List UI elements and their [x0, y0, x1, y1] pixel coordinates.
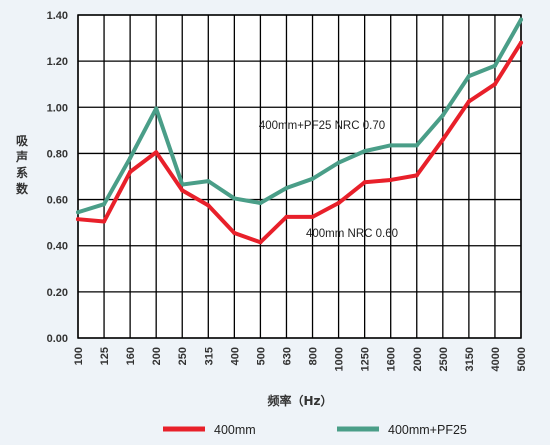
- data-point: [76, 217, 80, 222]
- data-point: [284, 214, 289, 219]
- annotation-400mm-nrc: 400mm NRC 0.60: [306, 228, 398, 240]
- data-point: [519, 40, 523, 45]
- data-point: [440, 137, 445, 142]
- y-tick-label: 0.80: [47, 148, 68, 160]
- data-point: [388, 177, 393, 182]
- series-line-400mm-pf25: [76, 17, 523, 215]
- data-point: [128, 156, 133, 161]
- x-tick-label: 1600: [386, 347, 398, 371]
- data-point: [362, 180, 367, 185]
- plot-border: [77, 14, 522, 339]
- x-tick-label: 2000: [412, 347, 424, 371]
- data-point: [258, 201, 263, 206]
- x-tick-label: 2500: [438, 347, 450, 371]
- data-point: [336, 201, 341, 206]
- axes: 0.00 0.20 0.40 0.60 0.80 1.00 1.20 1.40 100 125 16…: [47, 10, 528, 371]
- x-tick-label: 500: [255, 347, 267, 365]
- y-tick-label: 0.60: [47, 195, 68, 207]
- data-point: [180, 188, 185, 193]
- data-point: [154, 150, 159, 155]
- x-tick-label: 100: [73, 347, 85, 365]
- data-point: [102, 219, 107, 224]
- y-tick-label: 1.00: [47, 102, 68, 114]
- x-tick-label: 125: [99, 347, 111, 365]
- data-point: [492, 82, 497, 87]
- x-tick-label: 800: [308, 347, 320, 365]
- x-tick-label: 315: [203, 347, 215, 365]
- data-point: [154, 106, 159, 111]
- x-tick-label: 630: [281, 347, 293, 365]
- data-point: [206, 179, 211, 184]
- data-point: [284, 186, 289, 191]
- series-layer: [76, 17, 523, 245]
- y-axis-title: 吸声系数: [15, 134, 29, 196]
- data-point: [310, 176, 315, 181]
- x-tick-label: 1000: [334, 347, 346, 371]
- x-tick-label: 200: [151, 347, 163, 365]
- x-tick-label: 400: [229, 347, 241, 365]
- annotation-pf25-nrc: 400mm+PF25 NRC 0.70: [259, 120, 385, 132]
- data-point: [206, 203, 211, 208]
- y-tick-label: 0.40: [47, 241, 68, 253]
- plot-area: [78, 15, 521, 338]
- x-tick-label: 250: [177, 347, 189, 365]
- data-point: [362, 149, 367, 154]
- y-tick-label: 1.40: [47, 10, 68, 22]
- data-point: [492, 63, 497, 68]
- legend: 400mm 400mm+PF25: [163, 423, 467, 437]
- y-tick-label: 1.20: [47, 56, 68, 68]
- x-tick-label: 5000: [516, 347, 528, 371]
- x-tick-label: 160: [125, 347, 137, 365]
- data-point: [519, 17, 523, 22]
- legend-label-400mm: 400mm: [214, 423, 256, 437]
- y-tick-label: 0.00: [47, 333, 68, 345]
- data-point: [232, 196, 237, 201]
- x-tick-label: 1250: [360, 347, 372, 371]
- data-point: [440, 113, 445, 118]
- y-tick-label: 0.20: [47, 287, 68, 299]
- data-point: [414, 143, 419, 148]
- data-point: [466, 99, 471, 104]
- data-point: [388, 143, 393, 148]
- grid: [77, 14, 522, 339]
- series-line-400mm: [76, 40, 523, 245]
- data-point: [336, 160, 341, 165]
- data-point: [466, 74, 471, 79]
- data-point: [310, 214, 315, 219]
- data-point: [76, 210, 80, 215]
- x-tick-label: 3150: [464, 347, 476, 371]
- data-point: [232, 231, 237, 236]
- data-point: [258, 240, 263, 245]
- data-point: [128, 169, 133, 174]
- legend-label-400mm-pf25: 400mm+PF25: [388, 423, 467, 437]
- data-point: [414, 173, 419, 178]
- data-point: [102, 202, 107, 207]
- x-tick-label: 4000: [490, 347, 502, 371]
- x-axis-title: 频率（Hz）: [267, 393, 332, 408]
